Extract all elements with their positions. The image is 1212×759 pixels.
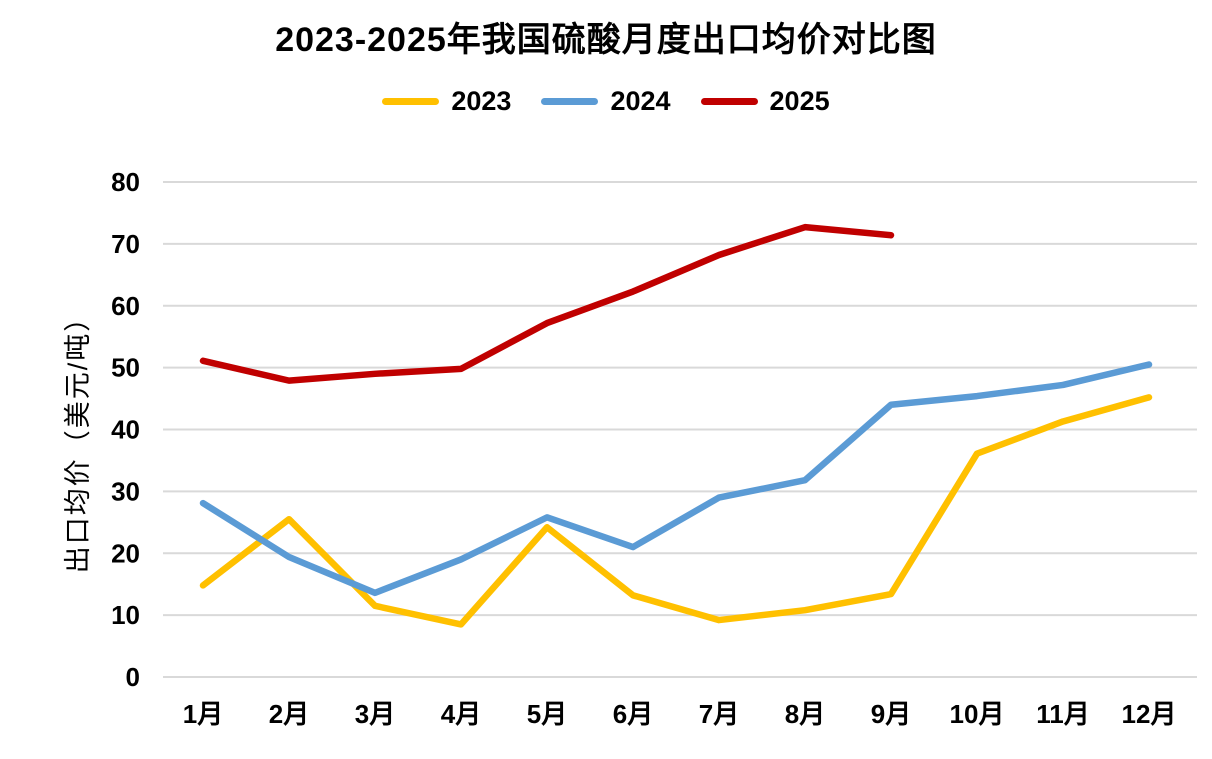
y-tick-label-70: 70	[111, 229, 140, 259]
y-tick-label-80: 80	[111, 167, 140, 197]
legend-label-2025: 2025	[769, 86, 830, 116]
legend: 2023 2024 2025	[0, 86, 1212, 117]
legend-label-2024: 2024	[610, 86, 671, 116]
y-tick-label-20: 20	[111, 538, 140, 568]
x-tick-label-12: 12月	[1122, 699, 1177, 729]
x-tick-label-6: 6月	[613, 699, 653, 729]
x-tick-label-1: 1月	[183, 699, 223, 729]
x-tick-label-8: 8月	[785, 699, 825, 729]
x-tick-label-10: 10月	[950, 699, 1005, 729]
y-tick-label-10: 10	[111, 600, 140, 630]
legend-swatch-2025	[700, 98, 758, 105]
y-tick-label-60: 60	[111, 291, 140, 321]
x-tick-label-4: 4月	[441, 699, 481, 729]
y-tick-label-50: 50	[111, 353, 140, 383]
legend-swatch-2023	[382, 98, 440, 105]
x-tick-label-3: 3月	[355, 699, 395, 729]
x-tick-label-2: 2月	[269, 699, 309, 729]
y-tick-label-0: 0	[126, 662, 140, 692]
legend-swatch-2024	[541, 98, 599, 105]
legend-item-2025: 2025	[700, 86, 830, 117]
legend-item-2024: 2024	[541, 86, 671, 117]
legend-label-2023: 2023	[451, 86, 512, 116]
x-tick-label-11: 11月	[1036, 699, 1090, 729]
series-line-2024	[199, 361, 1153, 597]
x-tick-label-7: 7月	[699, 699, 739, 729]
x-tick-label-5: 5月	[527, 699, 567, 729]
x-tick-label-9: 9月	[871, 699, 911, 729]
series-line-2025	[199, 223, 895, 384]
y-tick-label-40: 40	[111, 415, 140, 445]
y-tick-label-30: 30	[111, 476, 140, 506]
series-line-2023	[199, 394, 1153, 628]
legend-item-2023: 2023	[382, 86, 511, 117]
chart-title: 2023-2025年我国硫酸月度出口均价对比图	[275, 21, 937, 59]
